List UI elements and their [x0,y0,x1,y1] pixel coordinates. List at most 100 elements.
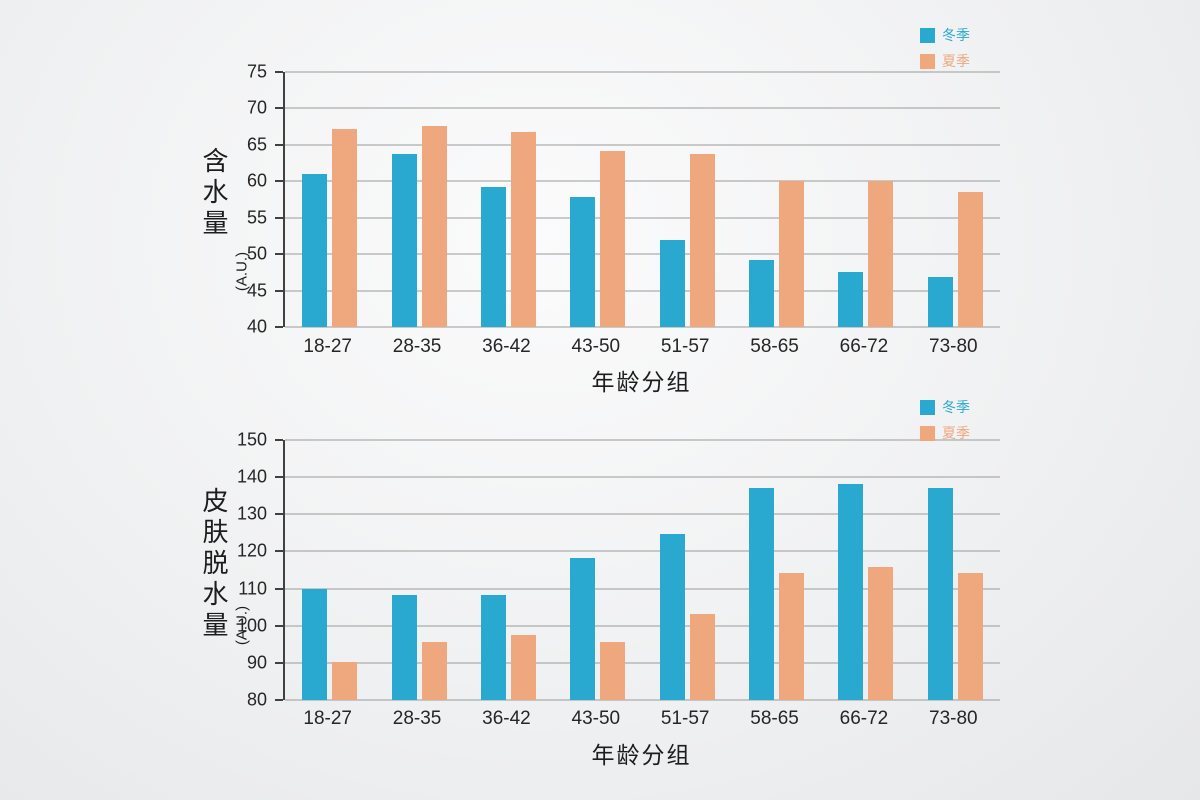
x-tick-label: 43-50 [571,708,621,729]
bar-冬季-73-80 [927,488,953,700]
x-tick-label: 18-27 [303,708,352,729]
bar-夏季-18-27 [332,128,358,327]
bar-夏季-51-57 [689,154,715,327]
bar-冬季-66-72 [838,272,864,327]
y-axis-title: 含水量 [199,147,229,240]
gridline [285,107,1000,109]
y-tick-label: 150 [236,429,267,450]
gridline [285,253,1000,255]
bar-夏季-66-72 [868,567,894,700]
x-axis-tick-labels: 18-27 28-35 36-42 43-50 51-57 58-65 66-72 73-80 [283,708,1000,734]
y-tick-mark [275,439,283,441]
legend-item: 夏季 [920,51,970,71]
legend-swatch [920,425,935,441]
legend-item: 冬季 [920,397,970,417]
bar-冬季-28-35 [391,594,417,700]
legend-label: 夏季 [942,425,970,441]
y-tick-mark [275,476,283,479]
gridline [285,217,1000,219]
x-tick-label: 73-80 [929,708,978,729]
gridline [285,699,1000,701]
y-axis-tick-labels: 40 45 50 55 60 65 70 75 [213,62,283,337]
bar-夏季-28-35 [421,642,447,700]
bar-冬季-43-50 [570,197,596,327]
x-tick-label: 43-50 [571,336,621,357]
bar-夏季-43-50 [600,642,626,700]
y-tick-label: 130 [236,503,267,524]
y-tick-label: 75 [246,61,267,82]
legend-item: 冬季 [920,25,970,45]
legend: 冬季 夏季 [920,25,970,71]
y-tick-label: 45 [246,280,267,301]
bar-冬季-18-27 [302,588,328,700]
bar-冬季-73-80 [927,277,953,327]
bar-夏季-36-42 [510,634,536,700]
legend-item: 夏季 [920,423,970,443]
y-tick-label: 80 [246,689,267,710]
bar-冬季-58-65 [749,259,775,327]
x-axis-title: 年龄分组 [591,742,692,768]
bar-夏季-58-65 [779,181,805,327]
x-tick-label: 66-72 [839,708,889,729]
y-tick-label: 140 [236,466,267,487]
legend-swatch [920,399,935,415]
y-tick-label: 100 [236,615,267,636]
x-tick-label: 18-27 [303,336,352,357]
bar-冬季-28-35 [391,154,417,327]
bar-夏季-43-50 [600,150,626,327]
y-tick-mark [275,513,283,516]
x-tick-label: 66-72 [839,336,889,357]
y-tick-label: 40 [246,316,267,337]
bar-冬季-18-27 [302,174,328,327]
gridline [285,662,1000,664]
bar-冬季-36-42 [480,594,506,700]
y-axis-unit-label: (A.U.) [233,605,251,646]
y-axis-tick-labels: 80 90 100 110 120 130 140 150 [213,430,283,710]
y-tick-mark [275,71,283,73]
bar-冬季-51-57 [659,533,685,700]
y-tick-mark [275,550,283,553]
plot-area [283,439,1000,701]
bar-夏季-36-42 [510,131,536,327]
bar-夏季-28-35 [421,125,447,327]
bar-夏季-73-80 [957,192,983,327]
plot-area [283,71,1000,328]
y-tick-label: 110 [238,578,267,599]
y-tick-label: 70 [246,97,267,118]
gridline [285,439,1000,441]
x-axis-title: 年龄分组 [591,369,692,395]
gridline [285,625,1000,627]
legend-swatch [920,27,935,43]
y-tick-mark [275,624,283,627]
x-axis-tick-labels: 18-27 28-35 36-42 43-50 51-57 58-65 66-72 73-80 [283,336,1000,362]
y-axis-title: 皮肤脱水量 [199,487,229,642]
gridline [285,144,1000,146]
bar-冬季-51-57 [659,239,685,327]
y-tick-mark [275,289,283,292]
bar-冬季-58-65 [749,488,775,700]
x-tick-label: 58-65 [750,336,799,357]
legend: 冬季夏季 [920,397,970,443]
legend-label: 冬季 [942,27,970,43]
y-tick-label: 65 [246,134,267,155]
legend-label: 夏季 [942,53,970,69]
y-tick-label: 60 [246,170,267,191]
y-tick-mark [275,107,283,110]
gridline [285,476,1000,478]
y-tick-label: 55 [246,207,267,228]
y-tick-label: 120 [236,540,267,561]
y-tick-mark [275,253,283,256]
bar-夏季-58-65 [779,572,805,700]
x-tick-label: 36-42 [482,336,531,357]
y-tick-mark [275,661,283,664]
y-axis-unit-label: (A.U.) [233,251,251,292]
y-tick-mark [275,216,283,219]
bar-夏季-66-72 [868,181,894,327]
x-tick-label: 51-57 [660,708,710,729]
legend-swatch [920,53,935,69]
x-tick-label: 28-35 [392,336,442,357]
y-tick-mark [275,326,283,328]
